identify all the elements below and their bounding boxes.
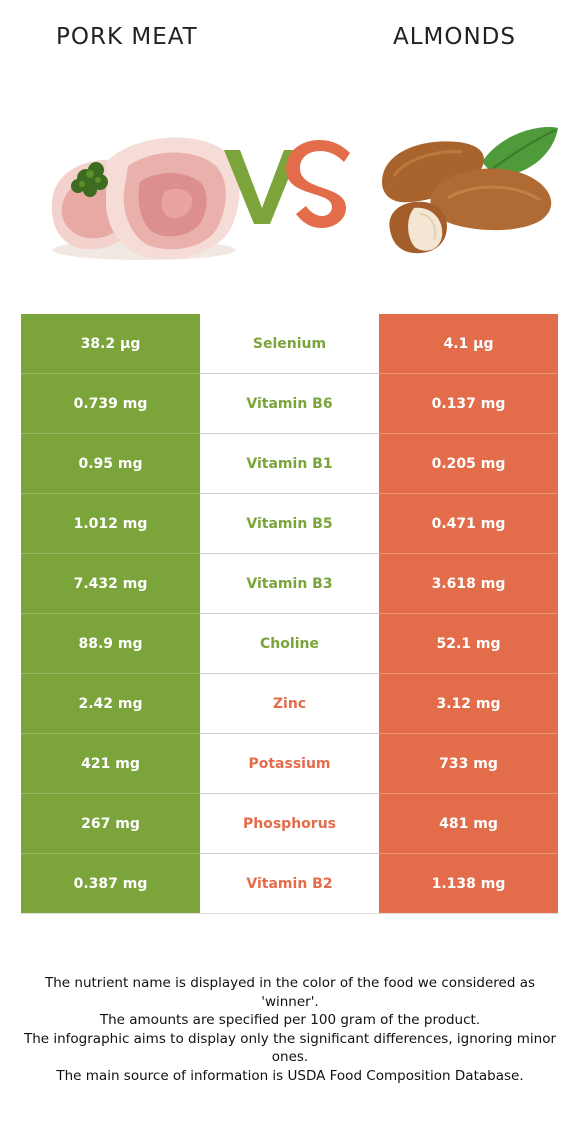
nutrient-row: 0.387 mg Vitamin B2 1.138 mg	[21, 854, 558, 914]
left-food-amount: 88.9 mg	[21, 614, 200, 674]
right-food-title: ALMONDS	[392, 24, 516, 50]
nutrient-name: Choline	[200, 614, 379, 674]
left-food-amount: 421 mg	[21, 734, 200, 794]
nutrient-row: 88.9 mg Choline 52.1 mg	[21, 614, 558, 674]
nutrient-name: Potassium	[200, 734, 379, 794]
right-food-amount: 52.1 mg	[379, 614, 558, 674]
nutrient-row: 38.2 µg Selenium 4.1 µg	[21, 314, 558, 374]
left-food-amount: 0.95 mg	[21, 434, 200, 494]
left-food-amount: 267 mg	[21, 794, 200, 854]
nutrient-row: 7.432 mg Vitamin B3 3.618 mg	[21, 554, 558, 614]
footnote-significance: The infographic aims to display only the…	[23, 1030, 557, 1066]
right-food-amount: 0.137 mg	[379, 374, 558, 434]
nutrient-name: Vitamin B3	[200, 554, 379, 614]
nutrient-row: 267 mg Phosphorus 481 mg	[21, 794, 558, 854]
left-food-amount: 1.012 mg	[21, 494, 200, 554]
nutrient-name: Phosphorus	[200, 794, 379, 854]
nutrient-name: Vitamin B6	[200, 374, 379, 434]
almonds-image	[382, 127, 558, 254]
nutrient-row: 2.42 mg Zinc 3.12 mg	[21, 674, 558, 734]
nutrient-name: Vitamin B2	[200, 854, 379, 914]
right-food-amount: 733 mg	[379, 734, 558, 794]
nutrient-name: Zinc	[200, 674, 379, 734]
nutrient-name: Selenium	[200, 314, 379, 374]
left-food-amount: 7.432 mg	[21, 554, 200, 614]
footnote-source: The main source of information is USDA F…	[56, 1067, 524, 1084]
left-food-amount: 38.2 µg	[21, 314, 200, 374]
left-food-amount: 0.739 mg	[21, 374, 200, 434]
right-food-amount: 0.205 mg	[379, 434, 558, 494]
nutrient-row: 0.95 mg Vitamin B1 0.205 mg	[21, 434, 558, 494]
left-food-amount: 0.387 mg	[21, 854, 200, 914]
right-food-amount: 3.618 mg	[379, 554, 558, 614]
right-food-amount: 481 mg	[379, 794, 558, 854]
right-food-amount: 3.12 mg	[379, 674, 558, 734]
nutrient-row: 0.739 mg Vitamin B6 0.137 mg	[21, 374, 558, 434]
nutrient-row: 421 mg Potassium 733 mg	[21, 734, 558, 794]
pork-meat-image	[51, 137, 240, 260]
right-food-amount: 4.1 µg	[379, 314, 558, 374]
right-food-amount: 0.471 mg	[379, 494, 558, 554]
nutrient-name: Vitamin B5	[200, 494, 379, 554]
nutrient-name: Vitamin B1	[200, 434, 379, 494]
footnote-winner-color: The nutrient name is displayed in the co…	[44, 975, 536, 1010]
footnote-amounts: The amounts are specified per 100 gram o…	[99, 1012, 481, 1028]
footnotes: The nutrient name is displayed in the co…	[20, 974, 560, 1085]
vs-label	[224, 140, 350, 228]
right-food-amount: 1.138 mg	[379, 854, 558, 914]
left-food-amount: 2.42 mg	[21, 674, 200, 734]
nutrient-comparison-table: 38.2 µg Selenium 4.1 µg 0.739 mg Vitamin B6 0…	[21, 314, 558, 914]
nutrient-row: 1.012 mg Vitamin B5 0.471 mg	[21, 494, 558, 554]
left-food-title: PORK MEAT	[56, 24, 198, 50]
